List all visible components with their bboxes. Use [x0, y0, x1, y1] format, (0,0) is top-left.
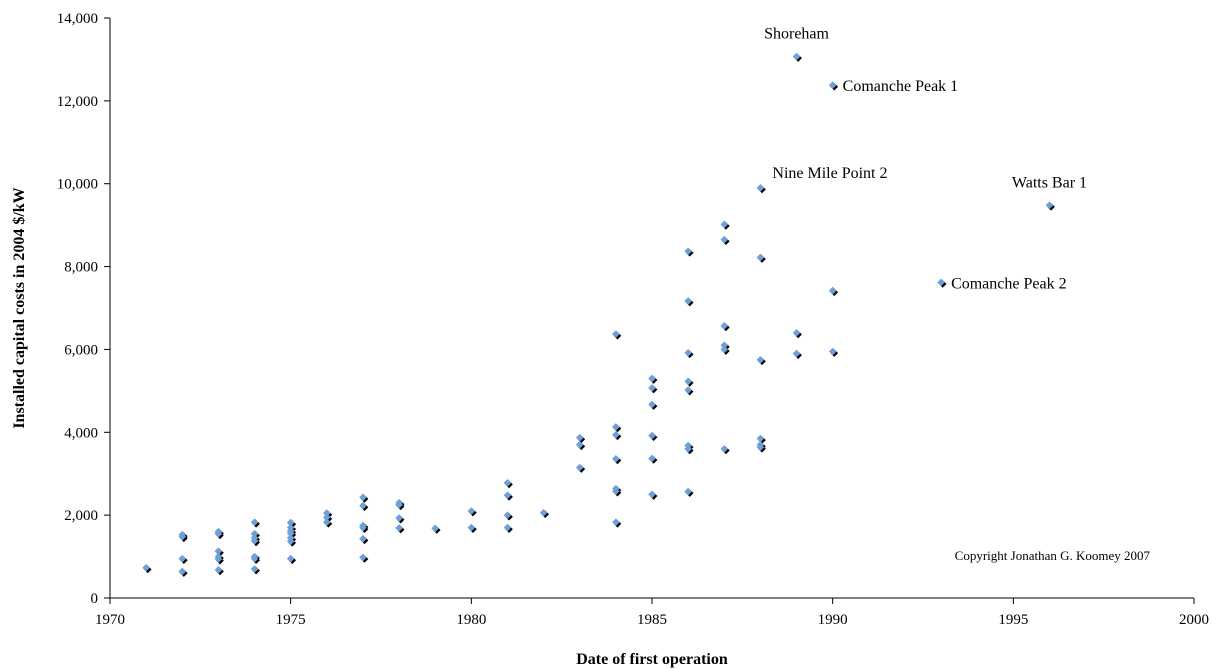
x-tick-label: 1970: [95, 612, 125, 628]
data-point: [539, 508, 549, 519]
data-point: [612, 430, 622, 441]
data-point: [214, 566, 224, 576]
data-point: [648, 490, 658, 500]
data-point: [684, 348, 694, 359]
data-point: [395, 514, 405, 524]
data-point: [359, 534, 369, 545]
data-point: [250, 554, 260, 565]
data-point: [178, 532, 188, 543]
data-point: [503, 491, 513, 501]
point-annotation: Comanche Peak 1: [843, 78, 959, 95]
data-point: [756, 443, 766, 453]
data-point: [575, 463, 586, 473]
data-point: [323, 518, 333, 528]
data-point: [648, 400, 658, 410]
data-point: [178, 554, 188, 565]
y-tick-label: 6,000: [64, 342, 98, 358]
data-point: [467, 507, 477, 517]
data-point: [720, 235, 730, 246]
data-point: [684, 377, 694, 387]
data-point: [720, 322, 730, 332]
data-point: [575, 440, 586, 451]
x-tick-label: 1985: [637, 612, 667, 628]
data-point: [359, 493, 369, 503]
data-point: [431, 524, 441, 534]
data-point: [395, 524, 405, 534]
data-point: [648, 454, 658, 464]
data-point: [1045, 201, 1055, 211]
point-annotation: Nine Mile Point 2: [772, 165, 887, 182]
data-point: [756, 434, 766, 444]
data-point: [720, 345, 730, 355]
data-point: [756, 355, 766, 366]
data-point: [286, 554, 297, 565]
data-point: [828, 286, 839, 296]
data-point: [612, 487, 622, 497]
data-point: [612, 423, 622, 433]
y-axis-ticks: 0 2,000 4,000 6,000 8,000 10,000 12,000 14,000: [57, 11, 110, 607]
data-point: [575, 433, 586, 444]
data-point: [612, 330, 622, 340]
data-point: [503, 479, 513, 489]
data-point: [828, 81, 839, 91]
data-point: [756, 184, 766, 194]
data-point: [467, 523, 477, 533]
data-point: [395, 500, 405, 511]
data-point: [792, 52, 802, 62]
y-tick-label: 0: [91, 591, 99, 607]
data-point: [792, 329, 802, 339]
data-point: [359, 553, 369, 563]
data-point: [828, 347, 839, 357]
data-point: [684, 247, 694, 257]
data-points: [142, 52, 1055, 577]
y-tick-label: 12,000: [57, 94, 98, 110]
x-tick-label: 1975: [276, 612, 306, 628]
data-point: [612, 518, 622, 528]
x-axis-ticks: 1970 1975 1980 1985 1990 1995 2000: [95, 598, 1209, 628]
x-tick-label: 1995: [998, 612, 1028, 628]
y-tick-label: 2,000: [64, 508, 98, 524]
data-point: [214, 555, 224, 565]
copyright-note: Copyright Jonathan G. Koomey 2007: [955, 548, 1151, 563]
data-point: [684, 445, 694, 455]
data-point: [250, 518, 260, 528]
x-axis-title: Date of first operation: [576, 651, 728, 668]
data-point: [178, 567, 188, 577]
data-point: [503, 511, 513, 521]
data-point: [720, 445, 730, 455]
data-point: [648, 431, 658, 441]
data-point: [250, 537, 260, 547]
data-point: [684, 487, 694, 497]
data-point: [648, 384, 658, 394]
y-axis-title: Installed capital costs in 2004 $/kW: [11, 187, 28, 428]
data-point: [684, 297, 694, 307]
data-point: [286, 529, 297, 539]
x-tick-label: 1990: [818, 612, 848, 628]
data-point: [250, 565, 260, 575]
data-point: [286, 537, 297, 547]
data-point: [359, 501, 369, 512]
data-point: [503, 523, 513, 533]
data-point: [648, 374, 658, 384]
data-point: [214, 529, 224, 540]
data-point: [684, 386, 694, 396]
point-annotation: Watts Bar 1: [1012, 174, 1087, 191]
data-point: [792, 349, 802, 359]
point-annotations: Shoreham Comanche Peak 1 Nine Mile Point 2…: [764, 26, 1087, 293]
data-point: [937, 278, 947, 288]
x-tick-label: 1980: [456, 612, 486, 628]
y-tick-label: 4,000: [64, 425, 98, 441]
data-point: [612, 455, 622, 465]
x-tick-label: 2000: [1179, 612, 1209, 628]
y-tick-label: 10,000: [57, 177, 98, 193]
point-annotation: Comanche Peak 2: [951, 275, 1067, 292]
data-point: [756, 253, 766, 263]
point-annotation: Shoreham: [764, 26, 829, 43]
data-point: [142, 563, 152, 574]
y-tick-label: 14,000: [57, 11, 98, 27]
data-point: [720, 220, 730, 230]
y-tick-label: 8,000: [64, 260, 98, 276]
data-point: [359, 523, 369, 533]
